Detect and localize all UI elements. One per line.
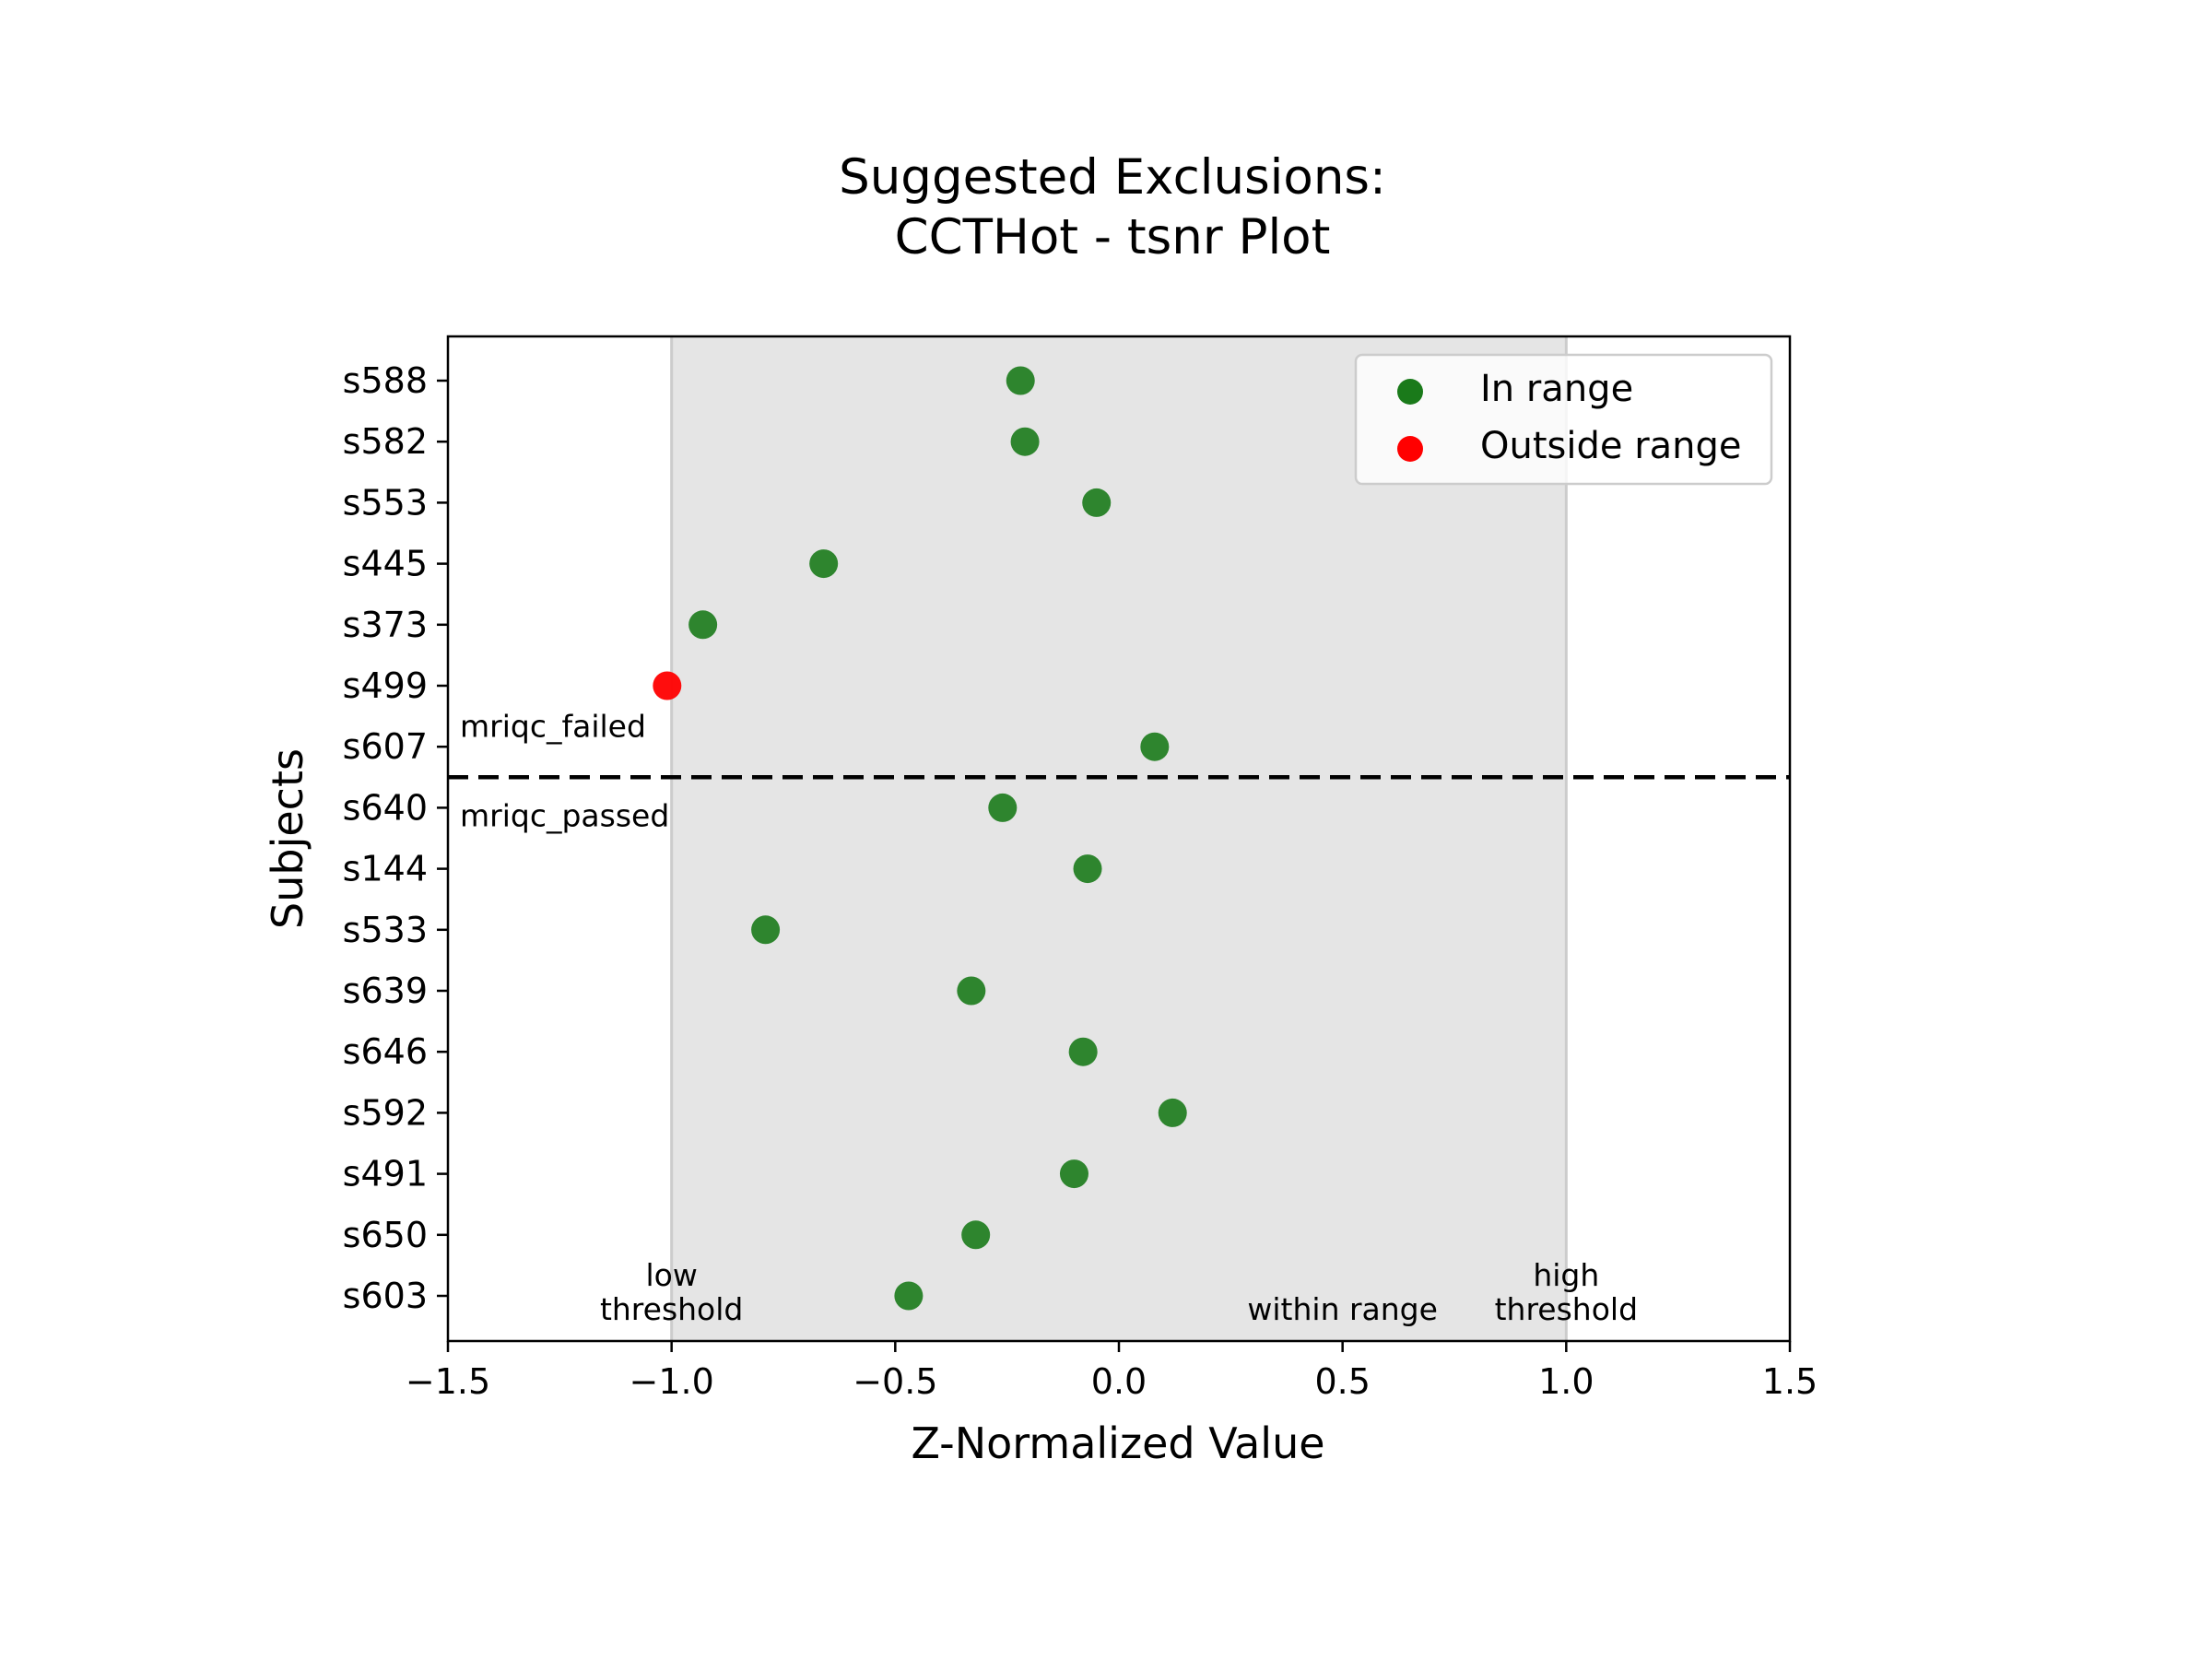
- legend-label-in-range: In range: [1480, 368, 1633, 410]
- y-tick-label-s582: s582: [343, 421, 428, 462]
- data-point-s607: [1140, 732, 1170, 761]
- within-range-band: [671, 336, 1567, 1341]
- chart-title-line2: CCTHot - tsnr Plot: [895, 209, 1331, 265]
- y-tick-label-s603: s603: [343, 1276, 428, 1316]
- data-point-s650: [961, 1220, 991, 1250]
- y-tick-label-s646: s646: [343, 1031, 428, 1072]
- y-tick-label-s592: s592: [343, 1092, 428, 1133]
- y-tick-label-s553: s553: [343, 482, 428, 523]
- mriqc-failed-label: mriqc_failed: [460, 708, 646, 744]
- data-point-s445: [809, 549, 839, 579]
- y-tick-label-s639: s639: [343, 971, 428, 1011]
- legend-box: [1354, 353, 1773, 486]
- y-tick-label-s373: s373: [343, 605, 428, 645]
- x-tick-label: −0.5: [853, 1361, 937, 1402]
- y-tick-label-s445: s445: [343, 544, 428, 584]
- legend-marker-in-range: [1397, 379, 1423, 405]
- low-threshold-label-line1: low: [645, 1257, 697, 1293]
- x-tick-label: 0.5: [1314, 1361, 1370, 1402]
- x-tick-label: −1.0: [629, 1361, 714, 1402]
- data-point-s491: [1059, 1159, 1088, 1189]
- high-threshold-label-line1: high: [1533, 1257, 1599, 1293]
- y-axis-ticks: s588 s582 s553 s445 s373 s499 s607 s640 s144 s533…: [343, 360, 448, 1316]
- data-point-s582: [1010, 427, 1040, 456]
- y-tick-label-s588: s588: [343, 360, 428, 401]
- within-range-label: within range: [1247, 1291, 1438, 1327]
- y-tick-label-s144: s144: [343, 849, 428, 889]
- y-tick-label-s650: s650: [343, 1215, 428, 1255]
- data-point-s553: [1082, 488, 1112, 517]
- x-axis-ticks: −1.5 −1.0 −0.5 0.0 0.5 1.0 1.5: [406, 1341, 1818, 1402]
- y-tick-label-s640: s640: [343, 787, 428, 828]
- data-point-s499: [653, 671, 682, 700]
- data-point-s588: [1006, 366, 1035, 395]
- legend: In range Outside range: [1354, 353, 1773, 486]
- data-point-s646: [1068, 1037, 1098, 1066]
- data-point-s533: [751, 915, 781, 945]
- low-threshold-label-line2: threshold: [600, 1291, 743, 1327]
- y-tick-label-s607: s607: [343, 726, 428, 767]
- data-points: [653, 366, 1187, 1311]
- x-tick-label: −1.5: [406, 1361, 490, 1402]
- data-point-s592: [1158, 1098, 1187, 1127]
- plot-frame: [446, 335, 1792, 1343]
- x-tick-label: 1.0: [1538, 1361, 1594, 1402]
- data-point-s144: [1073, 854, 1102, 884]
- x-tick-label: 0.0: [1091, 1361, 1147, 1402]
- y-axis-label: Subjects: [263, 748, 312, 929]
- y-tick-label-s491: s491: [343, 1154, 428, 1194]
- data-point-s373: [688, 610, 718, 640]
- x-tick-label: 1.5: [1762, 1361, 1818, 1402]
- data-point-s603: [894, 1281, 924, 1311]
- high-threshold-label-line2: threshold: [1495, 1291, 1638, 1327]
- data-point-s640: [988, 793, 1018, 822]
- legend-label-outside-range: Outside range: [1480, 425, 1742, 467]
- mriqc-passed-label: mriqc_passed: [460, 797, 669, 833]
- y-tick-label-s533: s533: [343, 910, 428, 950]
- x-axis-label: Z-Normalized Value: [911, 1418, 1324, 1468]
- data-point-s639: [957, 976, 986, 1006]
- chart-title-line1: Suggested Exclusions:: [839, 149, 1386, 206]
- y-tick-label-s499: s499: [343, 665, 428, 706]
- legend-marker-outside-range: [1397, 436, 1423, 462]
